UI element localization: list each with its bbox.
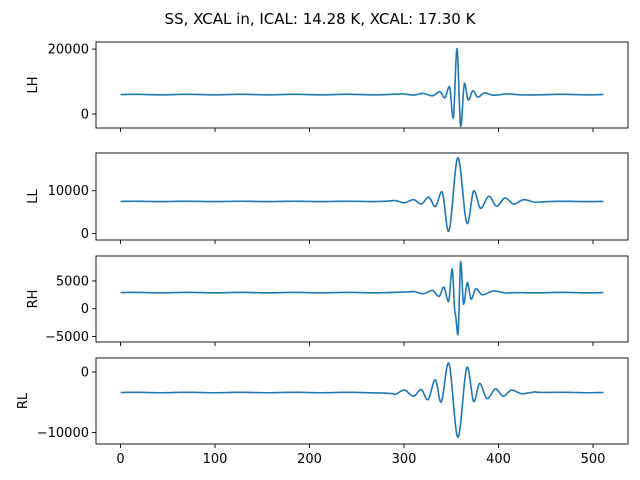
y-tick-label: 0 — [81, 227, 89, 242]
x-tick-label: 300 — [392, 452, 417, 467]
x-tick-label: 500 — [581, 452, 606, 467]
series-line-rh — [120, 260, 604, 336]
y-tick-label: 10000 — [48, 184, 89, 199]
y-tick-label: −10000 — [37, 426, 89, 441]
series-line-ll — [120, 156, 604, 233]
y-axis-label: LL — [26, 189, 41, 204]
axes-frame — [95, 255, 629, 343]
subplot-stack: 0 20000 LH 0 10000 LL −5000 0 5000 RH −10000 0 0 100 2… — [16, 41, 629, 467]
subplot-ll: 0 10000 LL — [26, 152, 629, 244]
y-axis-label: RH — [26, 290, 41, 309]
y-tick-label: 0 — [81, 365, 89, 380]
x-tick-label: 400 — [486, 452, 511, 467]
series-line-rl — [120, 362, 604, 439]
axes-frame — [95, 152, 629, 241]
y-tick-label: 5000 — [56, 274, 89, 289]
y-axis-label: RL — [16, 392, 31, 409]
subplot-rh: −5000 0 5000 RH — [26, 255, 629, 346]
figure-title: SS, XCAL in, ICAL: 14.28 K, XCAL: 17.30 … — [165, 10, 477, 28]
axes-frame — [95, 41, 629, 129]
y-tick-label: 20000 — [48, 43, 89, 58]
axes-frame — [95, 357, 629, 445]
y-tick-label: −5000 — [45, 330, 89, 345]
x-tick-label: 100 — [203, 452, 228, 467]
y-tick-label: 0 — [81, 302, 89, 317]
y-axis-label: LH — [26, 76, 41, 93]
subplot-rl: −10000 0 0 100 200 300 400 500 RL — [16, 357, 629, 467]
series-line-lh — [120, 47, 604, 128]
y-tick-label: 0 — [81, 108, 89, 123]
x-tick-label: 200 — [297, 452, 322, 467]
subplot-lh: 0 20000 LH — [26, 41, 629, 132]
x-tick-label: 0 — [116, 452, 124, 467]
